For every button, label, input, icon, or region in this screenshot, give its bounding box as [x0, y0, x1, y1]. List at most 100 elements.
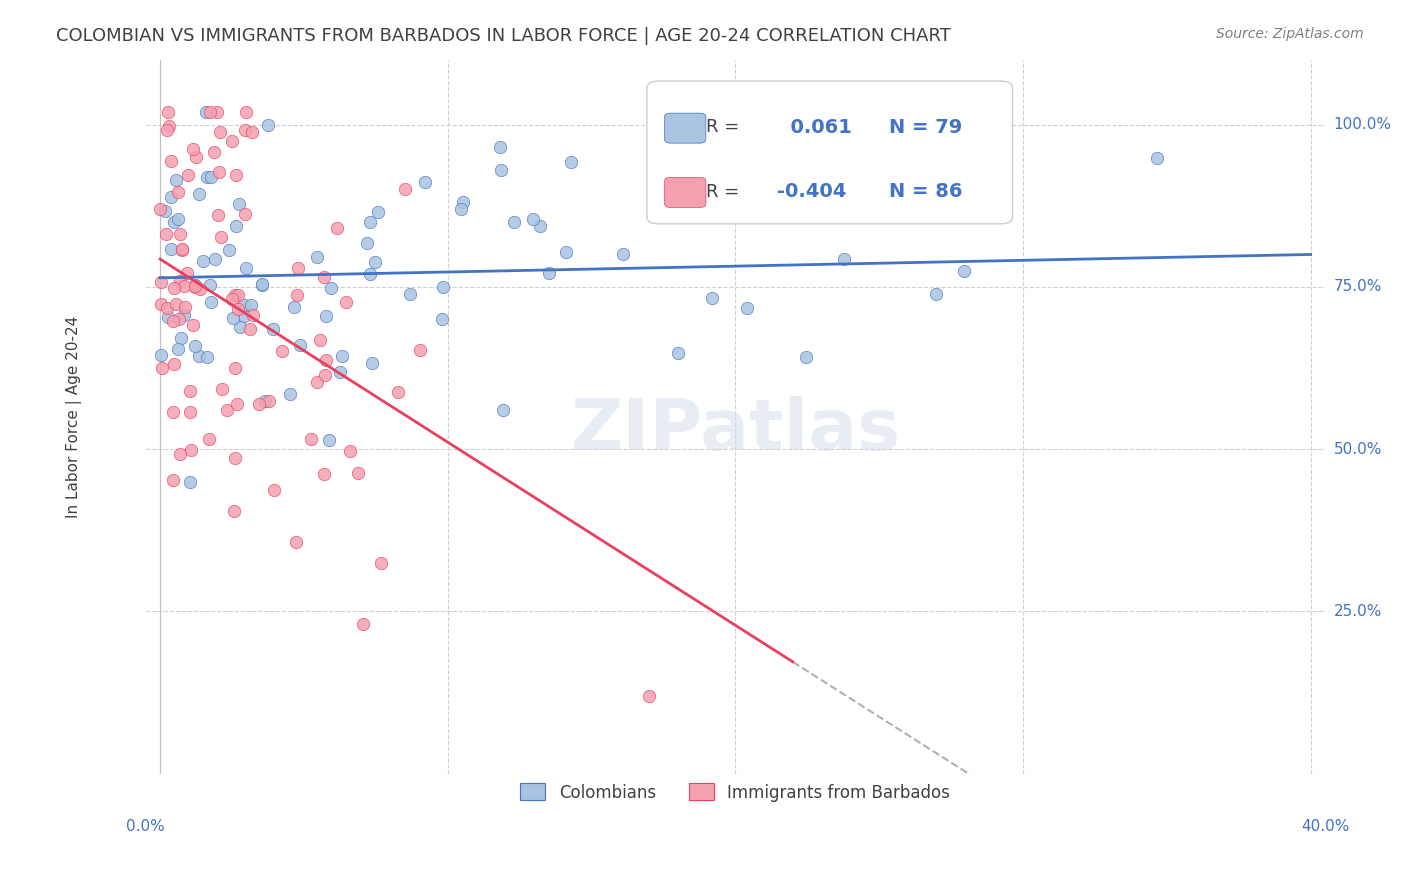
Point [257, 118, 280, 132]
Text: ZIPatlas: ZIPatlas [571, 396, 900, 466]
Point [228, 197, 250, 211]
Point [247, 397, 270, 411]
Point [150, 348, 173, 362]
Point [179, 475, 201, 489]
Point [226, 287, 249, 301]
Point [254, 393, 277, 408]
Point [702, 291, 724, 305]
Point [172, 242, 194, 256]
Point [153, 204, 176, 219]
Point [387, 385, 409, 400]
Legend: Colombians, Immigrants from Barbados: Colombians, Immigrants from Barbados [513, 777, 957, 808]
Point [167, 185, 190, 199]
Point [165, 173, 187, 187]
Text: R =: R = [706, 119, 740, 136]
Point [735, 301, 758, 315]
Point [228, 319, 250, 334]
Point [335, 295, 357, 310]
Point [224, 288, 246, 302]
Point [555, 244, 578, 259]
Text: 0.061: 0.061 [776, 118, 852, 137]
Point [160, 189, 183, 203]
Point [329, 366, 352, 380]
Point [169, 227, 191, 241]
Point [156, 104, 179, 119]
Point [271, 344, 294, 359]
Point [232, 298, 254, 312]
Point [209, 125, 232, 139]
Text: 100.0%: 100.0% [1334, 117, 1392, 132]
Text: Source: ZipAtlas.com: Source: ZipAtlas.com [1216, 27, 1364, 41]
Point [204, 252, 226, 267]
Point [181, 142, 204, 156]
Point [450, 202, 472, 216]
Point [409, 343, 432, 357]
Point [537, 266, 560, 280]
Point [1146, 151, 1168, 165]
Point [156, 123, 179, 137]
Point [370, 556, 392, 570]
Point [179, 404, 201, 418]
Point [183, 277, 205, 292]
Point [195, 169, 218, 184]
Point [200, 170, 222, 185]
Text: -0.404: -0.404 [776, 182, 846, 202]
Point [394, 182, 416, 196]
Point [157, 310, 180, 325]
Point [198, 432, 221, 446]
Point [842, 118, 865, 132]
Point [314, 368, 336, 382]
Point [399, 287, 422, 301]
Point [638, 689, 661, 703]
Point [195, 104, 218, 119]
Point [162, 473, 184, 487]
Point [612, 247, 634, 261]
Point [157, 119, 180, 133]
Point [318, 434, 340, 448]
Point [225, 168, 247, 182]
Point [200, 104, 222, 119]
Point [170, 330, 193, 344]
Point [285, 534, 308, 549]
Point [184, 150, 207, 164]
Point [326, 220, 349, 235]
Point [239, 322, 262, 336]
Point [191, 254, 214, 268]
Point [415, 175, 437, 189]
Point [321, 281, 343, 295]
Text: 50.0%: 50.0% [1334, 442, 1382, 457]
Point [217, 403, 239, 417]
Point [240, 125, 263, 139]
Point [312, 270, 335, 285]
Point [492, 402, 515, 417]
Point [290, 338, 312, 352]
Point [221, 135, 243, 149]
Point [207, 208, 229, 222]
Point [235, 104, 257, 119]
Point [367, 205, 389, 219]
Point [179, 384, 201, 398]
Point [432, 312, 454, 326]
Point [167, 342, 190, 356]
Point [315, 352, 337, 367]
Point [233, 123, 256, 137]
Point [200, 278, 222, 293]
Point [169, 447, 191, 461]
Point [226, 397, 249, 411]
Point [287, 260, 309, 275]
Point [200, 295, 222, 310]
Point [285, 288, 308, 302]
Point [174, 300, 197, 314]
Point [235, 261, 257, 276]
Point [489, 163, 512, 178]
Point [184, 339, 207, 353]
Point [159, 153, 181, 168]
Point [167, 312, 190, 326]
FancyBboxPatch shape [665, 113, 706, 143]
Point [228, 301, 250, 316]
Point [149, 296, 172, 310]
Point [359, 215, 381, 229]
Point [359, 268, 381, 282]
Point [347, 466, 370, 480]
Point [278, 387, 301, 401]
